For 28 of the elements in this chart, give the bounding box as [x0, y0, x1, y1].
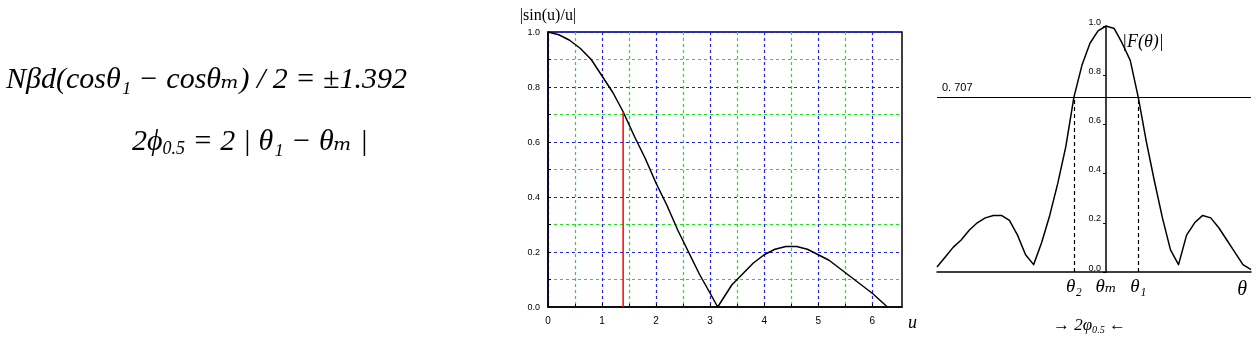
x-tick-label: 4: [761, 314, 768, 326]
x-tick-label: θ₂: [1065, 275, 1083, 296]
x-tick-label: θ₁: [1130, 275, 1147, 296]
y-tick-label: 0.0: [1088, 262, 1102, 273]
ref-line-label: 0. 707: [942, 80, 973, 93]
y-tick-label: 1.0: [527, 27, 540, 37]
y-tick-label: 1.0: [1088, 16, 1102, 27]
x-tick-label: 5: [815, 314, 822, 326]
x-tick-label: 2: [653, 314, 660, 326]
y-tick-label: 0.2: [1088, 213, 1102, 224]
x-tick-label: 1: [599, 314, 606, 326]
x-tick-label: θₘ: [1095, 275, 1117, 296]
x-tick-label: 0: [545, 314, 552, 326]
x-axis-title: θ: [1237, 277, 1248, 299]
text: Nβd(cosθ₁ − cosθₘ) / 2 = ±1.392: [5, 60, 408, 95]
y-tick-label: 0.2: [527, 247, 540, 257]
y-tick-label: 0.4: [527, 192, 540, 202]
x-axis-title: u: [908, 312, 917, 332]
y-tick-label: 0.8: [527, 82, 540, 92]
y-tick-label: 0.6: [1088, 114, 1102, 125]
y-tick-label: 0.4: [1088, 164, 1102, 175]
y-tick-label: 0.0: [527, 302, 540, 312]
y-tick-label: 0.6: [527, 137, 540, 147]
y-axis-title: |sin(u)/u|: [519, 5, 577, 24]
x-tick-label: 3: [707, 314, 714, 326]
y-axis-title: |F(θ)|: [1122, 31, 1164, 52]
y-tick-label: 0.8: [1088, 65, 1102, 76]
x-tick-label: 6: [869, 314, 876, 326]
